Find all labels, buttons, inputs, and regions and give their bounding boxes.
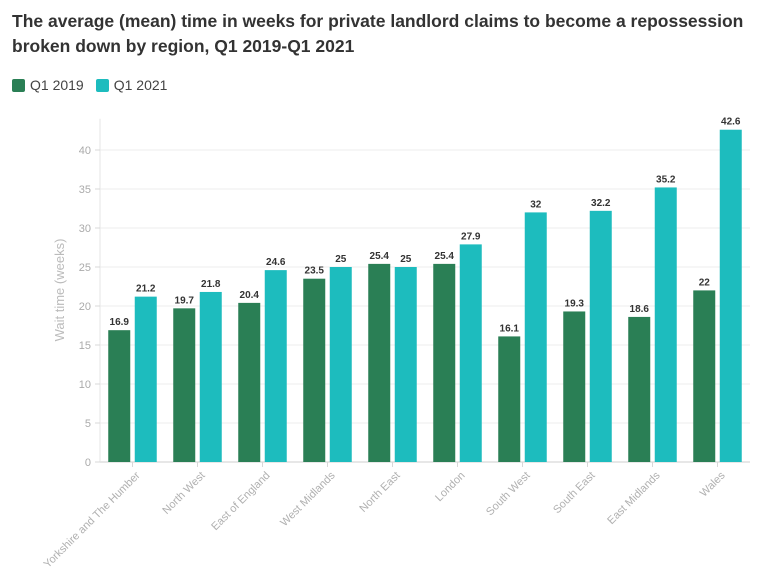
data-label: 20.4 [240,290,260,301]
x-tick-label: Yorkshire and The Humber [42,469,143,570]
data-label: 21.8 [201,279,221,290]
x-tick-label: London [433,470,467,504]
data-label: 22 [699,277,711,288]
x-axis: Yorkshire and The Humber North West East o… [42,462,728,571]
data-label: 27.9 [461,231,481,242]
bar[interactable] [108,330,131,462]
bar[interactable] [459,244,482,462]
x-tick-label: South East [551,470,598,517]
bar[interactable] [693,290,716,462]
data-labels: 16.9 21.2 19.7 21.8 20.4 24.6 23.5 25 25.4 25 25.4… [110,117,741,335]
bar[interactable] [433,263,456,462]
y-tick-label: 30 [79,223,91,235]
x-tick-label: South West [484,470,533,519]
data-label: 16.1 [500,323,520,334]
data-label: 42.6 [721,117,741,128]
x-tick-label: Wales [698,469,728,499]
chart-title: The average (mean) time in weeks for pri… [12,11,744,56]
y-axis: 0 5 10 15 20 25 30 35 40 [79,118,101,469]
y-tick-label: 40 [79,145,91,157]
data-label: 25.4 [435,251,455,262]
chart-legend: Q1 2019 Q1 2021 [12,77,167,93]
x-tick-label: North West [160,470,207,517]
data-label: 25 [335,254,347,265]
data-label: 23.5 [305,266,325,277]
data-label: 16.9 [110,317,130,328]
legend-item-q1-2021[interactable]: Q1 2021 [95,77,168,93]
bar[interactable] [524,212,547,462]
bar[interactable] [329,267,352,462]
data-label: 35.2 [656,174,676,185]
y-axis-title: Wait time (weeks) [52,239,67,342]
y-tick-label: 5 [85,418,91,430]
bar[interactable] [199,291,222,462]
bar[interactable] [238,302,261,462]
bar[interactable] [654,187,677,462]
x-tick-label: East Midlands [605,469,663,527]
bar[interactable] [498,336,521,462]
gridlines [100,149,750,463]
y-tick-label: 10 [79,379,91,391]
x-tick-label: East of England [209,470,272,533]
legend-swatch-q1-2021 [95,78,109,92]
legend-label-q1-2019: Q1 2019 [30,77,84,93]
y-tick-label: 0 [85,457,91,469]
bar[interactable] [394,267,417,462]
bar[interactable] [628,316,651,462]
data-label: 32.2 [591,198,611,209]
x-tick-label: North East [357,470,402,515]
data-label: 18.6 [630,304,650,315]
y-tick-label: 20 [79,301,91,313]
data-label: 32 [530,199,542,210]
bar[interactable] [264,270,287,462]
data-label: 19.7 [175,295,195,306]
x-tick-label: West Midlands [278,469,338,529]
bar[interactable] [719,129,742,462]
data-label: 25.4 [370,251,390,262]
data-label: 19.3 [565,298,585,309]
bar[interactable] [134,296,157,462]
bar[interactable] [368,263,391,462]
bar[interactable] [589,210,612,462]
legend-swatch-q1-2019 [12,78,25,92]
data-label: 25 [400,254,412,265]
bar[interactable] [563,311,586,462]
y-tick-label: 25 [79,262,91,274]
bar[interactable] [303,278,326,462]
legend-label-q1-2021: Q1 2021 [113,77,168,93]
y-tick-label: 35 [79,184,91,196]
bar[interactable] [173,308,196,462]
bars [108,129,742,462]
legend-item-q1-2019[interactable]: Q1 2019 [12,77,84,93]
y-tick-label: 15 [79,340,91,352]
data-label: 21.2 [136,284,156,295]
data-label: 24.6 [266,257,286,268]
